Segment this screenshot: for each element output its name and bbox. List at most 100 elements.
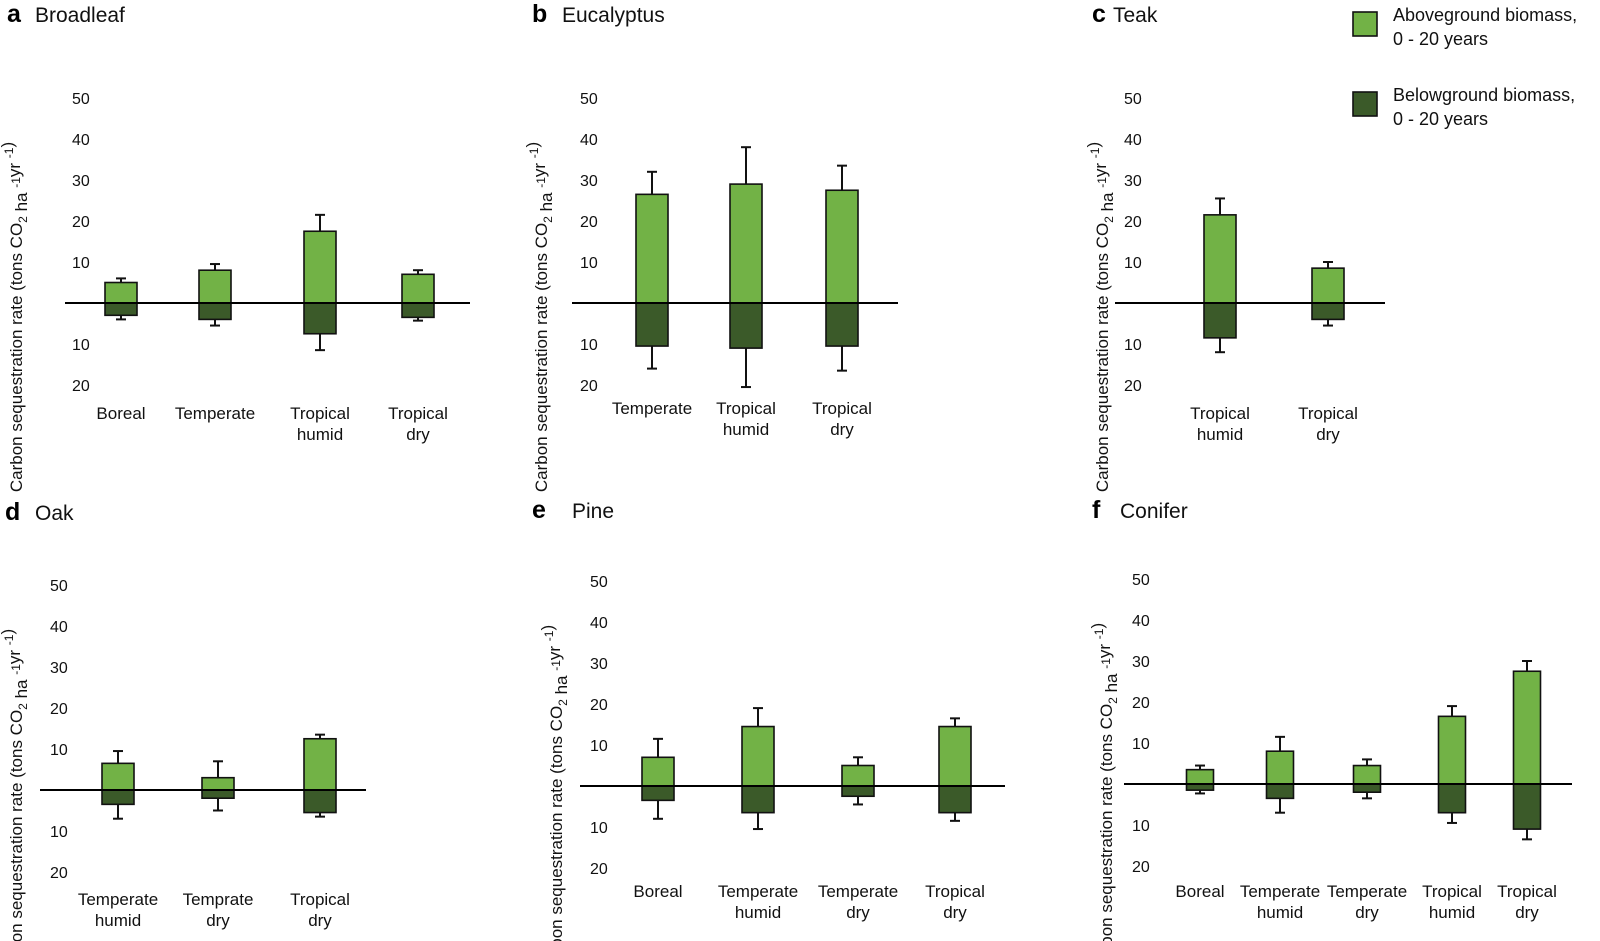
tick-label: 20 — [1132, 859, 1150, 876]
category-label: Temperate — [1327, 882, 1407, 901]
category-label: Temperate — [818, 882, 898, 901]
bar-belowground — [938, 785, 972, 814]
tick-label: 10 — [50, 824, 68, 841]
category-label: dry — [943, 903, 967, 922]
legend-label: 0 - 20 years — [1393, 29, 1488, 49]
tick-label: 10 — [72, 255, 90, 272]
category-label: Temperate — [175, 404, 255, 423]
bar-aboveground — [1512, 670, 1542, 785]
tick-label: 10 — [1132, 736, 1150, 753]
tick-label: 20 — [72, 214, 90, 231]
panel-title: Eucalyptus — [562, 4, 665, 27]
tick-label: 10 — [580, 337, 598, 354]
tick-label: 20 — [590, 861, 608, 878]
bar-aboveground — [303, 230, 337, 304]
tick-label: 40 — [50, 619, 68, 636]
bar-belowground — [303, 302, 337, 335]
category-label: Tropical — [812, 399, 872, 418]
category-label: Temperate — [718, 882, 798, 901]
panel-f: f Conifer Carbon sequestration rate (tons … — [1088, 496, 1572, 941]
panel-letter: e — [532, 496, 546, 524]
tick-label: 10 — [580, 255, 598, 272]
category-label: Temperate — [1240, 882, 1320, 901]
category-label: Boreal — [96, 404, 145, 423]
tick-label: 10 — [590, 820, 608, 837]
bar-belowground — [303, 789, 337, 814]
category-label: humid — [1429, 903, 1475, 922]
bar-aboveground — [1203, 214, 1237, 304]
category-label: humid — [297, 425, 343, 444]
bar-belowground — [635, 302, 669, 347]
y-axis-label: Carbon sequestration rate (tons CO2 ha -… — [1088, 623, 1121, 941]
panel-letter: a — [7, 0, 22, 28]
category-label: dry — [1355, 903, 1379, 922]
panel-title: Conifer — [1120, 500, 1188, 523]
tick-label: 20 — [50, 865, 68, 882]
tick-label: 10 — [72, 337, 90, 354]
tick-label: 40 — [590, 615, 608, 632]
tick-label: 10 — [50, 742, 68, 759]
y-axis-label: Carbon sequestration rate (tons CO2 ha -… — [523, 142, 556, 492]
bar-aboveground — [101, 762, 135, 791]
panel-title: Pine — [572, 500, 614, 523]
bar-belowground — [401, 302, 435, 319]
category-label: humid — [1197, 425, 1243, 444]
category-label: Boreal — [1175, 882, 1224, 901]
bar-aboveground — [401, 273, 435, 304]
legend-label: Belowground biomass, — [1393, 85, 1575, 105]
bar-aboveground — [1185, 768, 1215, 785]
bar-aboveground — [1311, 267, 1345, 304]
bar-aboveground — [198, 269, 232, 304]
bar-aboveground — [1437, 715, 1467, 785]
tick-label: 50 — [580, 91, 598, 108]
category-label: Temperate — [78, 890, 158, 909]
category-label: humid — [1257, 903, 1303, 922]
y-axis-label: Carbon sequestration rate (tons CO2 ha -… — [0, 629, 31, 941]
legend: Aboveground biomass, 0 - 20 years Belowgro… — [1352, 5, 1577, 129]
bar-belowground — [641, 785, 675, 802]
panel-c: c Teak Carbon sequestration rate (tons CO2… — [1084, 0, 1385, 492]
bar-aboveground — [741, 725, 775, 787]
bar-aboveground — [641, 756, 675, 787]
tick-label: 20 — [580, 378, 598, 395]
panel-title: Teak — [1113, 4, 1158, 27]
bar-belowground — [1203, 302, 1237, 339]
category-label: Tropical — [290, 890, 350, 909]
bar-aboveground — [303, 737, 337, 791]
legend-label: Aboveground biomass, — [1393, 5, 1577, 25]
tick-label: 20 — [72, 378, 90, 395]
bar-belowground — [841, 785, 875, 798]
bar-aboveground — [635, 193, 669, 304]
bar-belowground — [1352, 783, 1382, 793]
tick-label: 40 — [72, 132, 90, 149]
category-label: Tropical — [1298, 404, 1358, 423]
tick-label: 20 — [1124, 378, 1142, 395]
bar-aboveground — [841, 764, 875, 787]
tick-label: 30 — [590, 656, 608, 673]
tick-label: 50 — [72, 91, 90, 108]
tick-label: 10 — [1132, 818, 1150, 835]
tick-label: 30 — [50, 660, 68, 677]
y-axis-label: Carbon sequestration rate (tons CO2 ha -… — [1084, 142, 1117, 492]
bar-belowground — [825, 302, 859, 347]
bar-belowground — [201, 789, 235, 799]
category-label: Tropical — [1190, 404, 1250, 423]
bar-belowground — [741, 785, 775, 814]
tick-label: 30 — [580, 173, 598, 190]
category-label: humid — [723, 420, 769, 439]
bar-aboveground — [729, 183, 763, 304]
bar-belowground — [1311, 302, 1345, 321]
panel-letter: f — [1092, 496, 1101, 524]
category-label: dry — [206, 911, 230, 930]
category-label: Temprate — [183, 890, 254, 909]
bar-aboveground — [1352, 764, 1382, 785]
tick-label: 20 — [590, 697, 608, 714]
panel-a: a Broadleaf Carbon sequestration rate (ton… — [0, 0, 470, 492]
category-label: dry — [308, 911, 332, 930]
tick-label: 10 — [590, 738, 608, 755]
panel-title: Broadleaf — [35, 4, 125, 27]
category-label: Tropical — [388, 404, 448, 423]
bar-aboveground — [201, 776, 235, 791]
tick-label: 50 — [1132, 572, 1150, 589]
